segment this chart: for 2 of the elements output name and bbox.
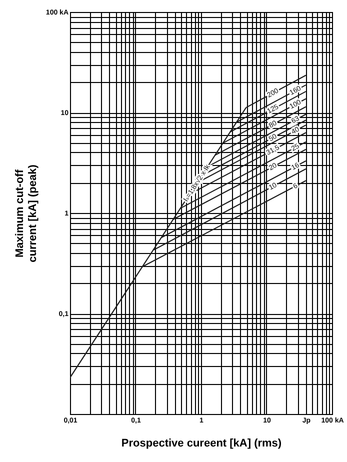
x-axis-title: Prospective cureent [kA] (rms) xyxy=(121,438,282,450)
y-axis-title: Maximum cut-off current [kA] (peak) xyxy=(14,164,39,262)
